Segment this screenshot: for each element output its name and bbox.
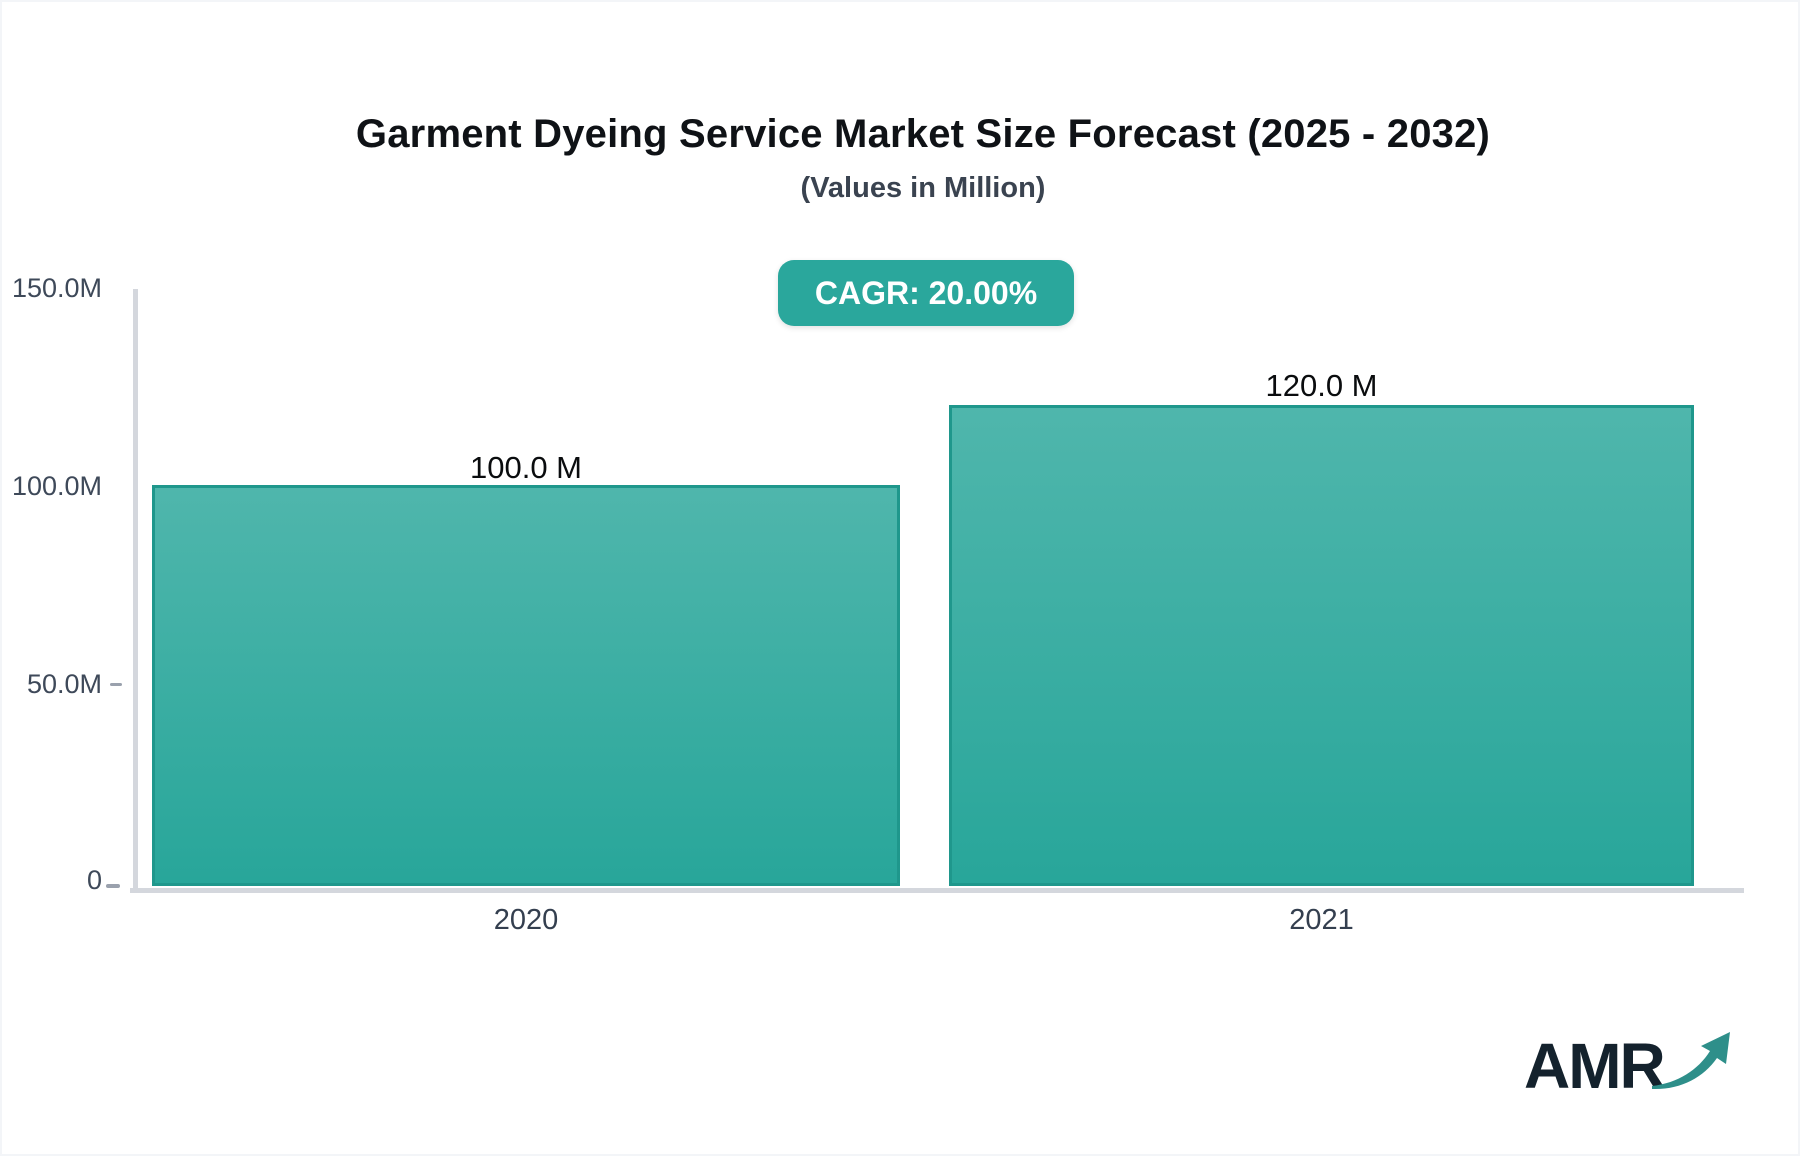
y-tick-label-50: 50.0M <box>26 669 102 699</box>
y-tick-mark-50 <box>110 683 122 686</box>
x-axis-line <box>130 888 1744 893</box>
y-tick-label-0: 0 <box>86 865 102 895</box>
y-tick-label-100: 100.0M <box>11 471 102 501</box>
growth-arrow-icon <box>1650 1030 1736 1097</box>
bar-2020 <box>152 485 900 886</box>
bar-value-label-2021: 120.0 M <box>1265 368 1378 403</box>
chart-subtitle: (Values in Million) <box>800 172 1046 204</box>
x-tick-label-2020: 2020 <box>493 904 559 936</box>
cagr-badge: CAGR: 20.00% <box>778 260 1074 326</box>
y-tick-label-150: 150.0M <box>11 273 102 303</box>
chart-title: Garment Dyeing Service Market Size Forec… <box>355 112 1491 156</box>
amr-logo: AMR <box>1524 1030 1736 1102</box>
y-axis-line <box>133 289 138 893</box>
bar-2021 <box>949 405 1694 886</box>
x-tick-label-2021: 2021 <box>1289 904 1354 936</box>
bar-value-label-2020: 100.0 M <box>469 450 582 485</box>
amr-logo-text: AMR <box>1524 1030 1666 1102</box>
y-tick-mark-0 <box>106 884 120 888</box>
